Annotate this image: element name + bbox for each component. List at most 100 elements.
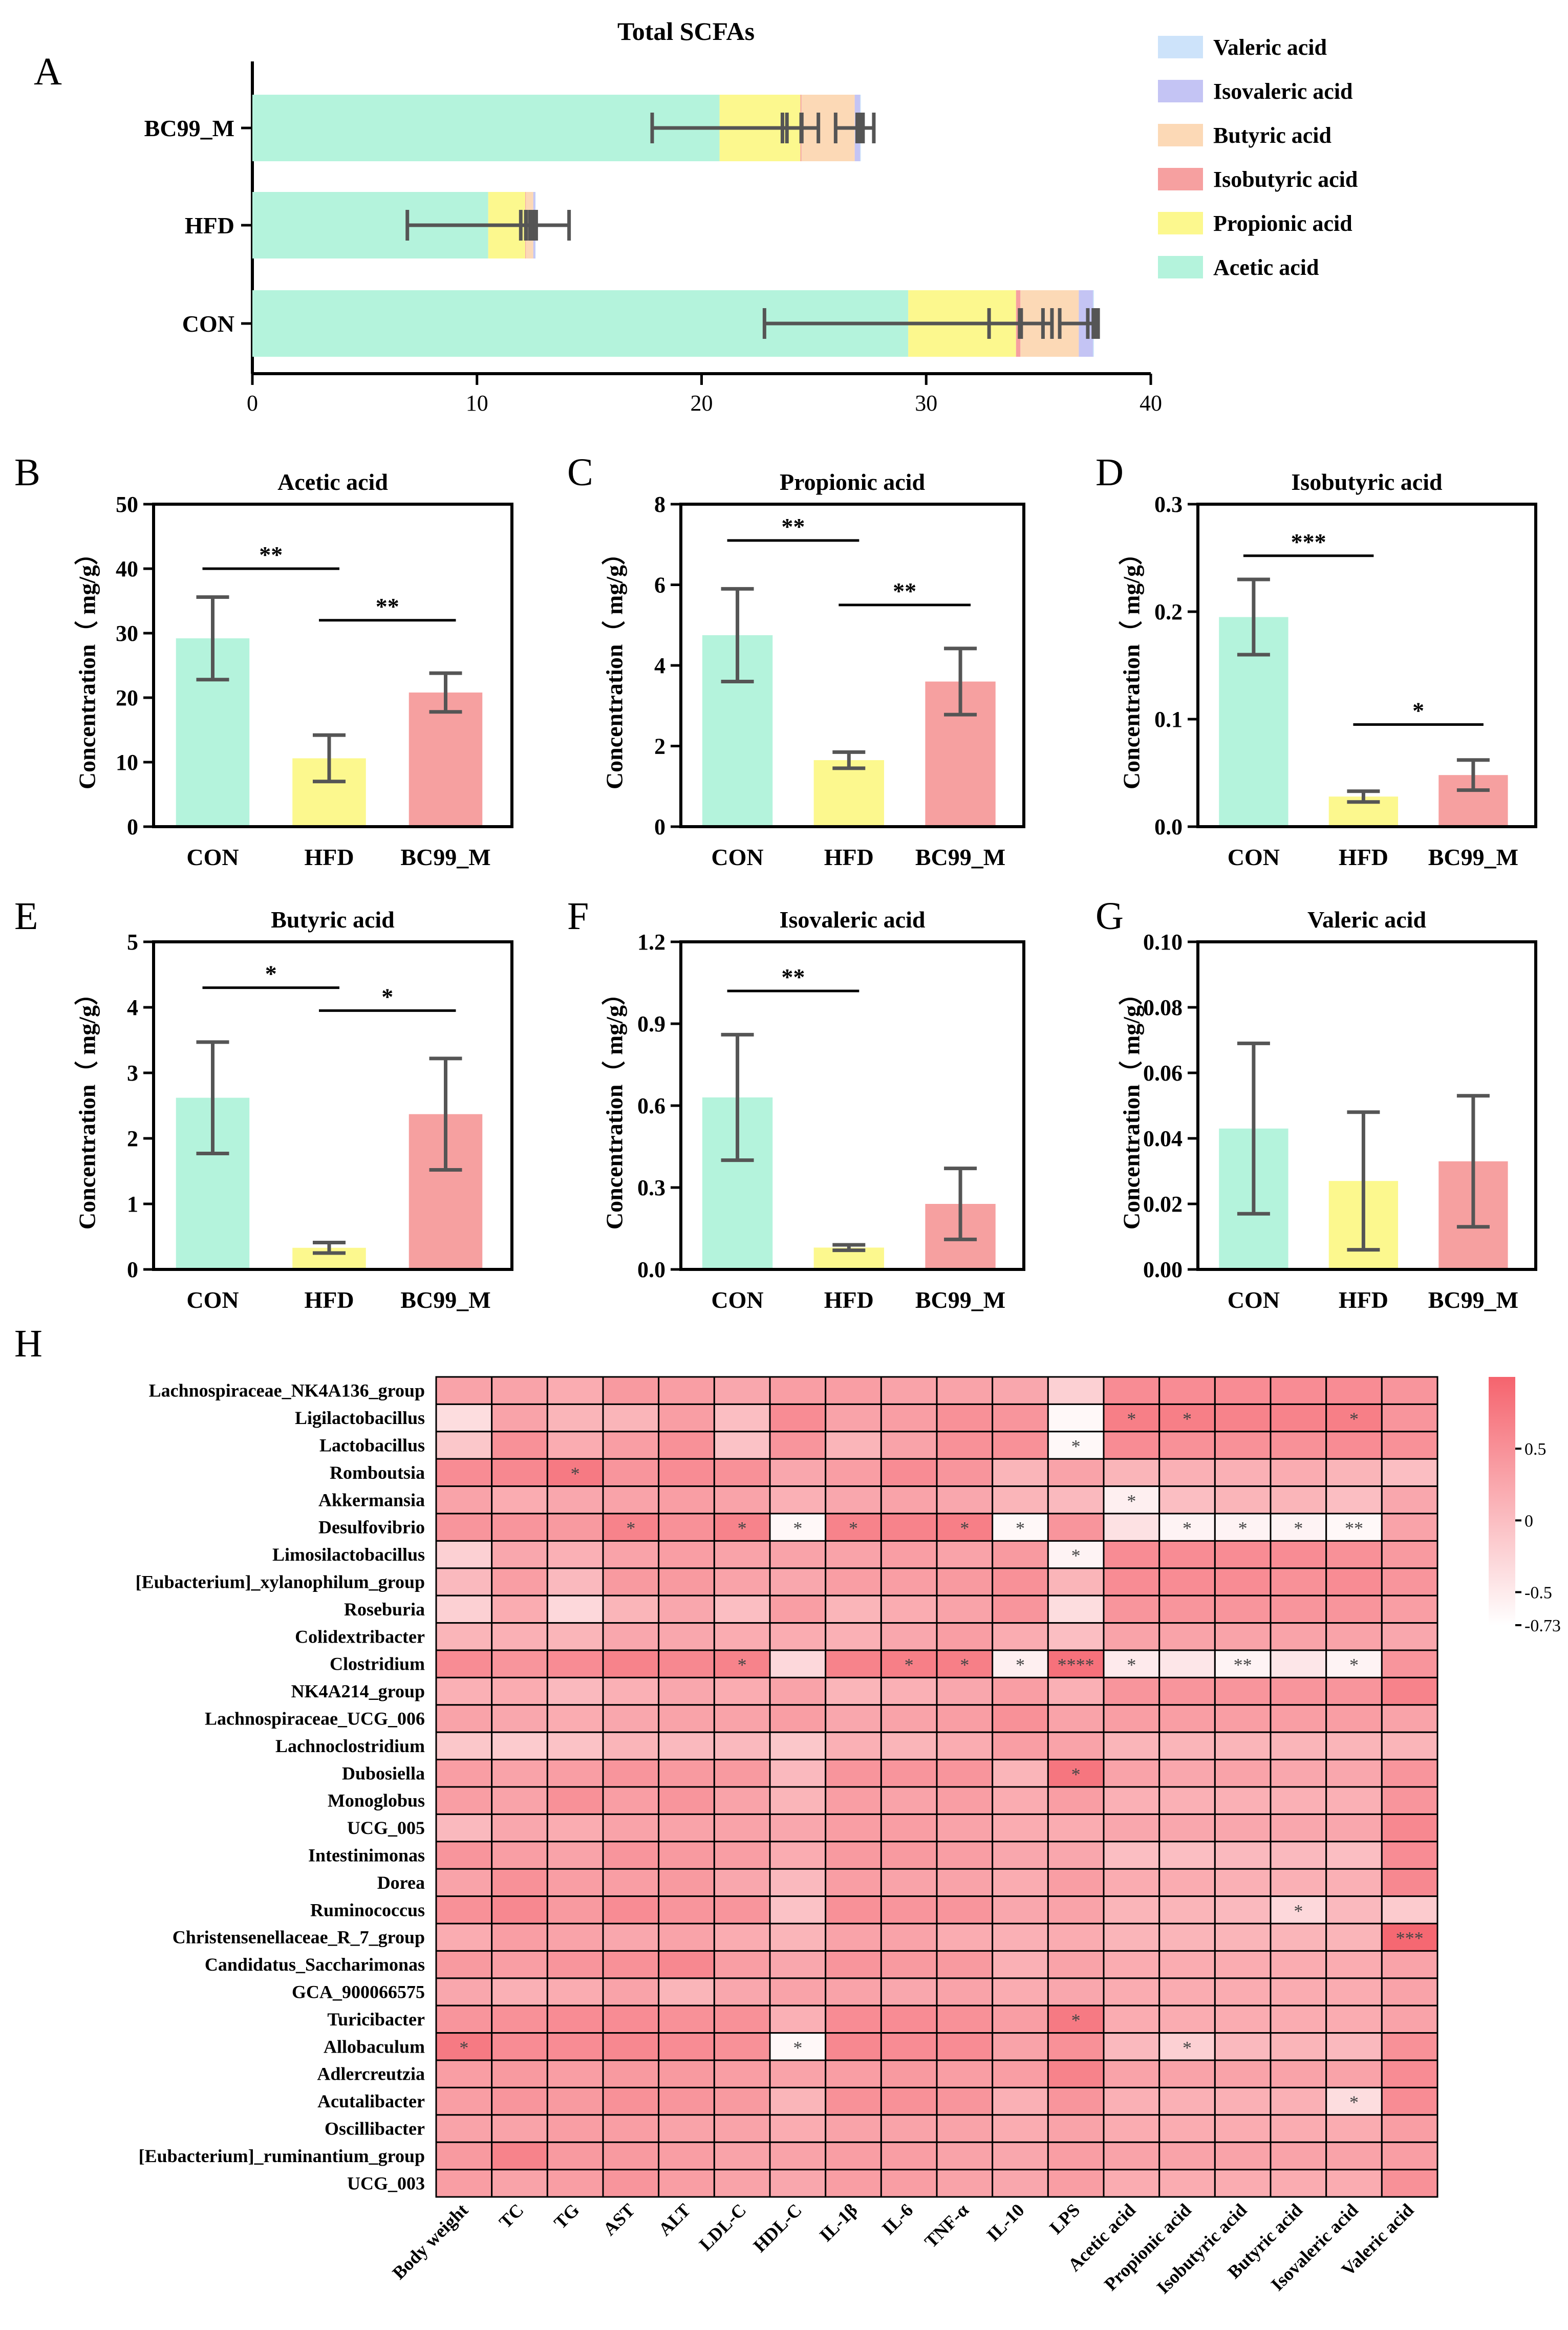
y-tick-label: 0.04 — [1143, 1126, 1183, 1151]
heatmap-cell — [1047, 1376, 1105, 1405]
heatmap-cell — [602, 1376, 660, 1405]
heatmap-cell — [936, 1431, 994, 1460]
heatmap-cell — [992, 1786, 1049, 1815]
heatmap-cell — [1158, 1540, 1216, 1569]
heatmap-cell — [658, 1376, 715, 1405]
heatmap-cell — [1214, 1567, 1272, 1597]
heatmap-cell — [936, 1786, 994, 1815]
heatmap-cell — [1047, 1895, 1105, 1925]
heatmap-cell — [1158, 1403, 1216, 1433]
panel-label: B — [14, 451, 40, 494]
heatmap-cell — [880, 1431, 938, 1460]
heatmap-cell — [1270, 1813, 1327, 1843]
heatmap-cell — [658, 1977, 715, 2007]
heatmap-cell — [658, 1731, 715, 1761]
heatmap-cell — [936, 1841, 994, 1870]
heatmap-cell — [936, 1923, 994, 1952]
heatmap-cell — [713, 1704, 771, 1733]
heatmap-cell — [825, 2114, 882, 2143]
heatmap-cell — [1158, 2059, 1216, 2088]
plot-frame — [1196, 940, 1537, 1271]
chart-title: Valeric acid — [1307, 907, 1427, 933]
colorbar-tick-label: -0.73 — [1524, 1616, 1561, 1635]
heatmap-row-label: Romboutsia — [330, 1462, 425, 1483]
heatmap-cell — [1270, 1485, 1327, 1515]
heatmap-row-label: Acutalibacter — [317, 2091, 425, 2111]
heatmap-cell — [1325, 1485, 1383, 1515]
heatmap-cell — [1270, 1567, 1327, 1597]
y-tick-label: 0.3 — [1154, 492, 1183, 517]
heatmap-cell — [936, 1567, 994, 1597]
y-axis-label: Concentration（ mg/g） — [74, 542, 100, 789]
heatmap-cell — [491, 1759, 548, 1788]
heatmap-cell — [769, 1731, 827, 1761]
heatmap-cell — [769, 1567, 827, 1597]
heatmap-cell — [1325, 1868, 1383, 1897]
heatmap-cell — [825, 2004, 882, 2034]
y-tick-label: 20 — [116, 685, 138, 710]
heatmap-row-label: UCG_003 — [347, 2173, 425, 2193]
heatmap-column-label: LPS — [1045, 2199, 1084, 2238]
legend-label: Isobutyric acid — [1213, 167, 1358, 192]
heatmap-cell — [1047, 1731, 1105, 1761]
legend-swatch — [1158, 124, 1203, 146]
heatmap-cell — [1047, 1977, 1105, 2007]
significance-star: * — [1183, 1409, 1192, 1429]
legend-swatch — [1158, 36, 1203, 58]
heatmap-cell — [1381, 2169, 1438, 2198]
y-tick-label: 0 — [654, 814, 665, 839]
heatmap-cell — [1158, 1649, 1216, 1678]
heatmap-cell — [658, 1458, 715, 1487]
heatmap-cell — [1214, 2059, 1272, 2088]
heatmap-cell — [992, 1704, 1049, 1733]
heatmap-cell — [1381, 2114, 1438, 2143]
heatmap-cell — [825, 2169, 882, 2198]
heatmap-cell — [435, 1567, 493, 1597]
heatmap-cell — [435, 1950, 493, 1979]
heatmap-cell — [491, 2032, 548, 2061]
heatmap-cell — [1325, 1786, 1383, 1815]
heatmap-cell — [435, 1704, 493, 1733]
significance-star: * — [1016, 1655, 1025, 1675]
significance-star: * — [1349, 1655, 1359, 1675]
heatmap-cell — [1325, 1841, 1383, 1870]
heatmap-cell — [491, 2141, 548, 2171]
bar — [409, 692, 483, 827]
heatmap-cell — [713, 1403, 771, 1433]
heatmap-cell — [713, 2086, 771, 2116]
significance-star: * — [738, 1518, 747, 1539]
heatmap-cell — [1103, 2032, 1161, 2061]
heatmap-cell — [936, 1813, 994, 1843]
heatmap-cell — [658, 1813, 715, 1843]
heatmap-cell — [1325, 2059, 1383, 2088]
heatmap-cell — [602, 1594, 660, 1624]
heatmap-cell — [1103, 2059, 1161, 2088]
colorbar-tick-label: 0 — [1524, 1512, 1533, 1530]
heatmap-cell — [825, 1567, 882, 1597]
heatmap-cell — [658, 2086, 715, 2116]
heatmap-cell — [825, 1977, 882, 2007]
heatmap-cell — [880, 1868, 938, 1897]
heatmap-cell — [1158, 1786, 1216, 1815]
heatmap-cell — [1047, 2141, 1105, 2171]
chart-title: Isobutyric acid — [1291, 469, 1443, 495]
heatmap-cell — [1214, 1622, 1272, 1651]
heatmap-cell — [769, 2032, 827, 2061]
y-tick-label: 0.02 — [1143, 1192, 1183, 1217]
heatmap-cell — [1381, 2059, 1438, 2088]
y-axis-label: Concentration（ mg/g） — [1119, 982, 1145, 1229]
heatmap-cell — [1270, 1431, 1327, 1460]
heatmap-cell — [1214, 2141, 1272, 2171]
heatmap-cell — [658, 1594, 715, 1624]
heatmap-cell — [1047, 1458, 1105, 1487]
heatmap-cell — [1103, 1731, 1161, 1761]
heatmap-cell — [1214, 1431, 1272, 1460]
y-tick-label: 0.3 — [637, 1175, 665, 1200]
heatmap-cell — [1325, 1813, 1383, 1843]
heatmap-cell — [1103, 2004, 1161, 2034]
heatmap-cell — [936, 1458, 994, 1487]
significance-star: * — [571, 1463, 580, 1484]
heatmap-cell — [435, 1594, 493, 1624]
heatmap-cell — [880, 2086, 938, 2116]
heatmap-cell — [936, 1622, 994, 1651]
